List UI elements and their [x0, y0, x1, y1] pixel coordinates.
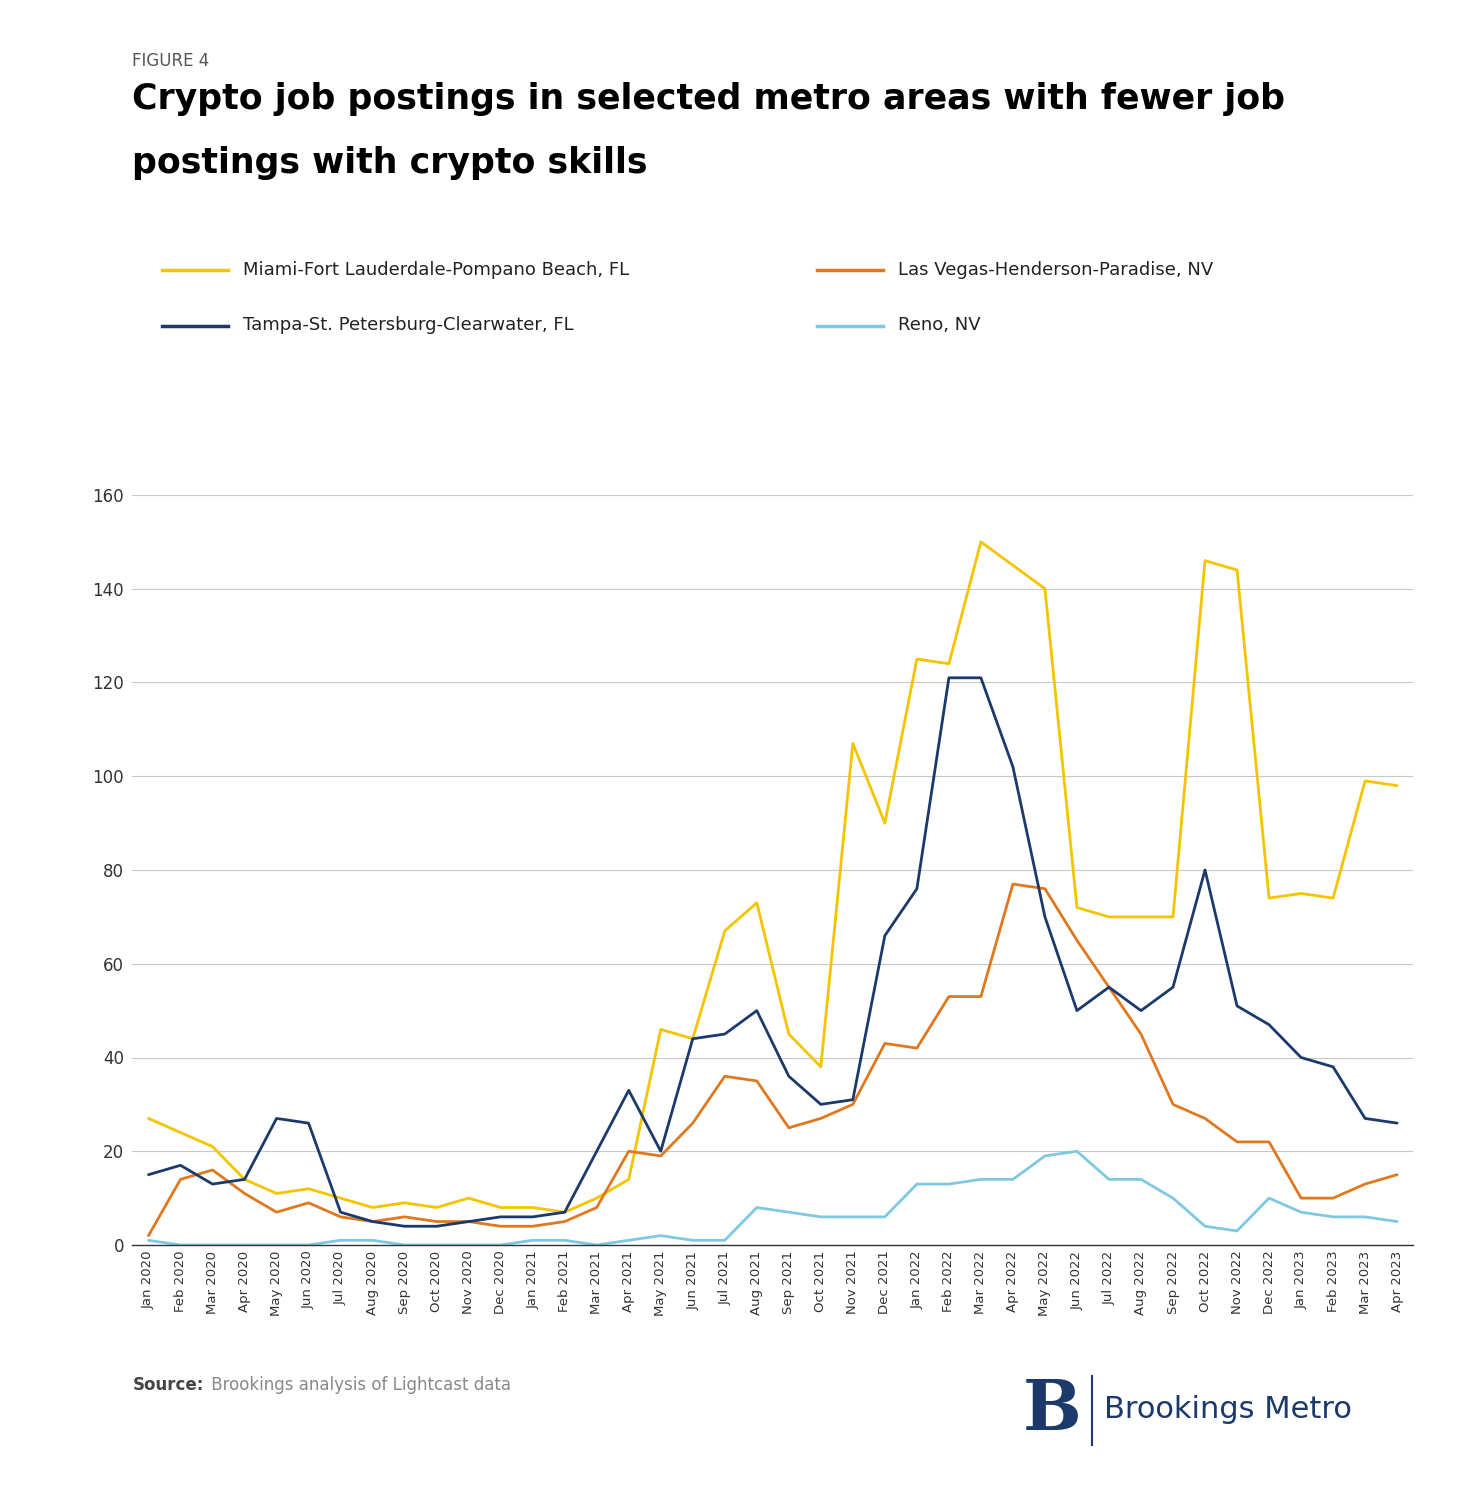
- Text: Brookings analysis of Lightcast data: Brookings analysis of Lightcast data: [206, 1376, 511, 1394]
- Text: FIGURE 4: FIGURE 4: [132, 53, 209, 70]
- Text: B: B: [1023, 1377, 1082, 1443]
- Text: Crypto job postings in selected metro areas with fewer job: Crypto job postings in selected metro ar…: [132, 82, 1285, 117]
- Text: Brookings Metro: Brookings Metro: [1104, 1395, 1351, 1425]
- Text: Tampa-St. Petersburg-Clearwater, FL: Tampa-St. Petersburg-Clearwater, FL: [243, 316, 574, 334]
- Text: Source:: Source:: [132, 1376, 203, 1394]
- Text: postings with crypto skills: postings with crypto skills: [132, 146, 648, 180]
- Text: Miami-Fort Lauderdale-Pompano Beach, FL: Miami-Fort Lauderdale-Pompano Beach, FL: [243, 261, 629, 279]
- Text: Reno, NV: Reno, NV: [898, 316, 980, 334]
- Text: Las Vegas-Henderson-Paradise, NV: Las Vegas-Henderson-Paradise, NV: [898, 261, 1213, 279]
